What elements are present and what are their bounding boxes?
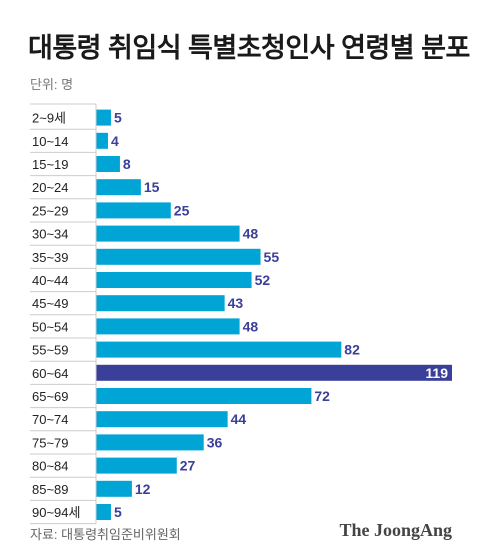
value-label: 48 (243, 318, 259, 334)
category-label: 75~79 (32, 435, 69, 450)
category-label: 70~74 (32, 412, 69, 427)
value-label: 44 (231, 411, 247, 427)
page-title: 대통령 취임식 특별초청인사 연령별 분포 (28, 33, 470, 63)
bar (96, 457, 177, 474)
value-label: 8 (123, 156, 131, 172)
brand-logo: The JoongAng (339, 520, 452, 540)
bar (96, 341, 342, 358)
value-label: 55 (264, 249, 280, 265)
unit-label: 단위: 명 (30, 77, 74, 92)
category-label: 45~49 (32, 296, 69, 311)
category-label: 90~94세 (32, 505, 80, 520)
value-label: 52 (255, 272, 271, 288)
source-label: 자료: 대통령취임준비위원회 (30, 527, 181, 542)
category-label: 50~54 (32, 319, 69, 334)
bar (96, 295, 225, 312)
category-label: 10~14 (32, 134, 69, 149)
bar (96, 202, 171, 219)
category-label: 65~69 (32, 389, 69, 404)
value-label: 72 (314, 388, 330, 404)
bar (96, 179, 141, 196)
category-label: 55~59 (32, 343, 69, 358)
value-label: 4 (111, 133, 119, 149)
bar (96, 109, 111, 126)
value-label: 25 (174, 202, 190, 218)
bar (96, 504, 111, 520)
value-label: 12 (135, 481, 151, 497)
value-label: 36 (207, 434, 223, 450)
category-label: 60~64 (32, 366, 69, 381)
category-label: 80~84 (32, 459, 69, 474)
value-label: 43 (228, 295, 244, 311)
bar (96, 318, 240, 335)
bar (96, 411, 228, 428)
value-label: 27 (180, 458, 196, 474)
category-label: 20~24 (32, 180, 69, 195)
category-label: 25~29 (32, 203, 69, 218)
bar (96, 364, 452, 381)
bar (96, 388, 312, 404)
category-label: 40~44 (32, 273, 69, 288)
category-label: 35~39 (32, 250, 69, 265)
value-label: 48 (243, 226, 259, 242)
bar (96, 156, 120, 172)
bar (96, 225, 240, 242)
bar (96, 480, 132, 497)
value-label: 5 (114, 504, 122, 520)
category-label: 2~9세 (32, 111, 66, 126)
category-label: 15~19 (32, 157, 69, 172)
bar (96, 132, 108, 149)
bar (96, 434, 204, 451)
value-label: 82 (344, 342, 360, 358)
value-label: 119 (425, 365, 448, 381)
category-label: 30~34 (32, 227, 69, 242)
bar (96, 272, 252, 288)
value-label: 15 (144, 179, 160, 195)
category-label: 85~89 (32, 482, 69, 497)
bar (96, 248, 261, 265)
value-label: 5 (114, 110, 122, 126)
